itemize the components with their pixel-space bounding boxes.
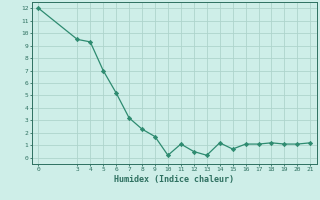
X-axis label: Humidex (Indice chaleur): Humidex (Indice chaleur) xyxy=(115,175,234,184)
